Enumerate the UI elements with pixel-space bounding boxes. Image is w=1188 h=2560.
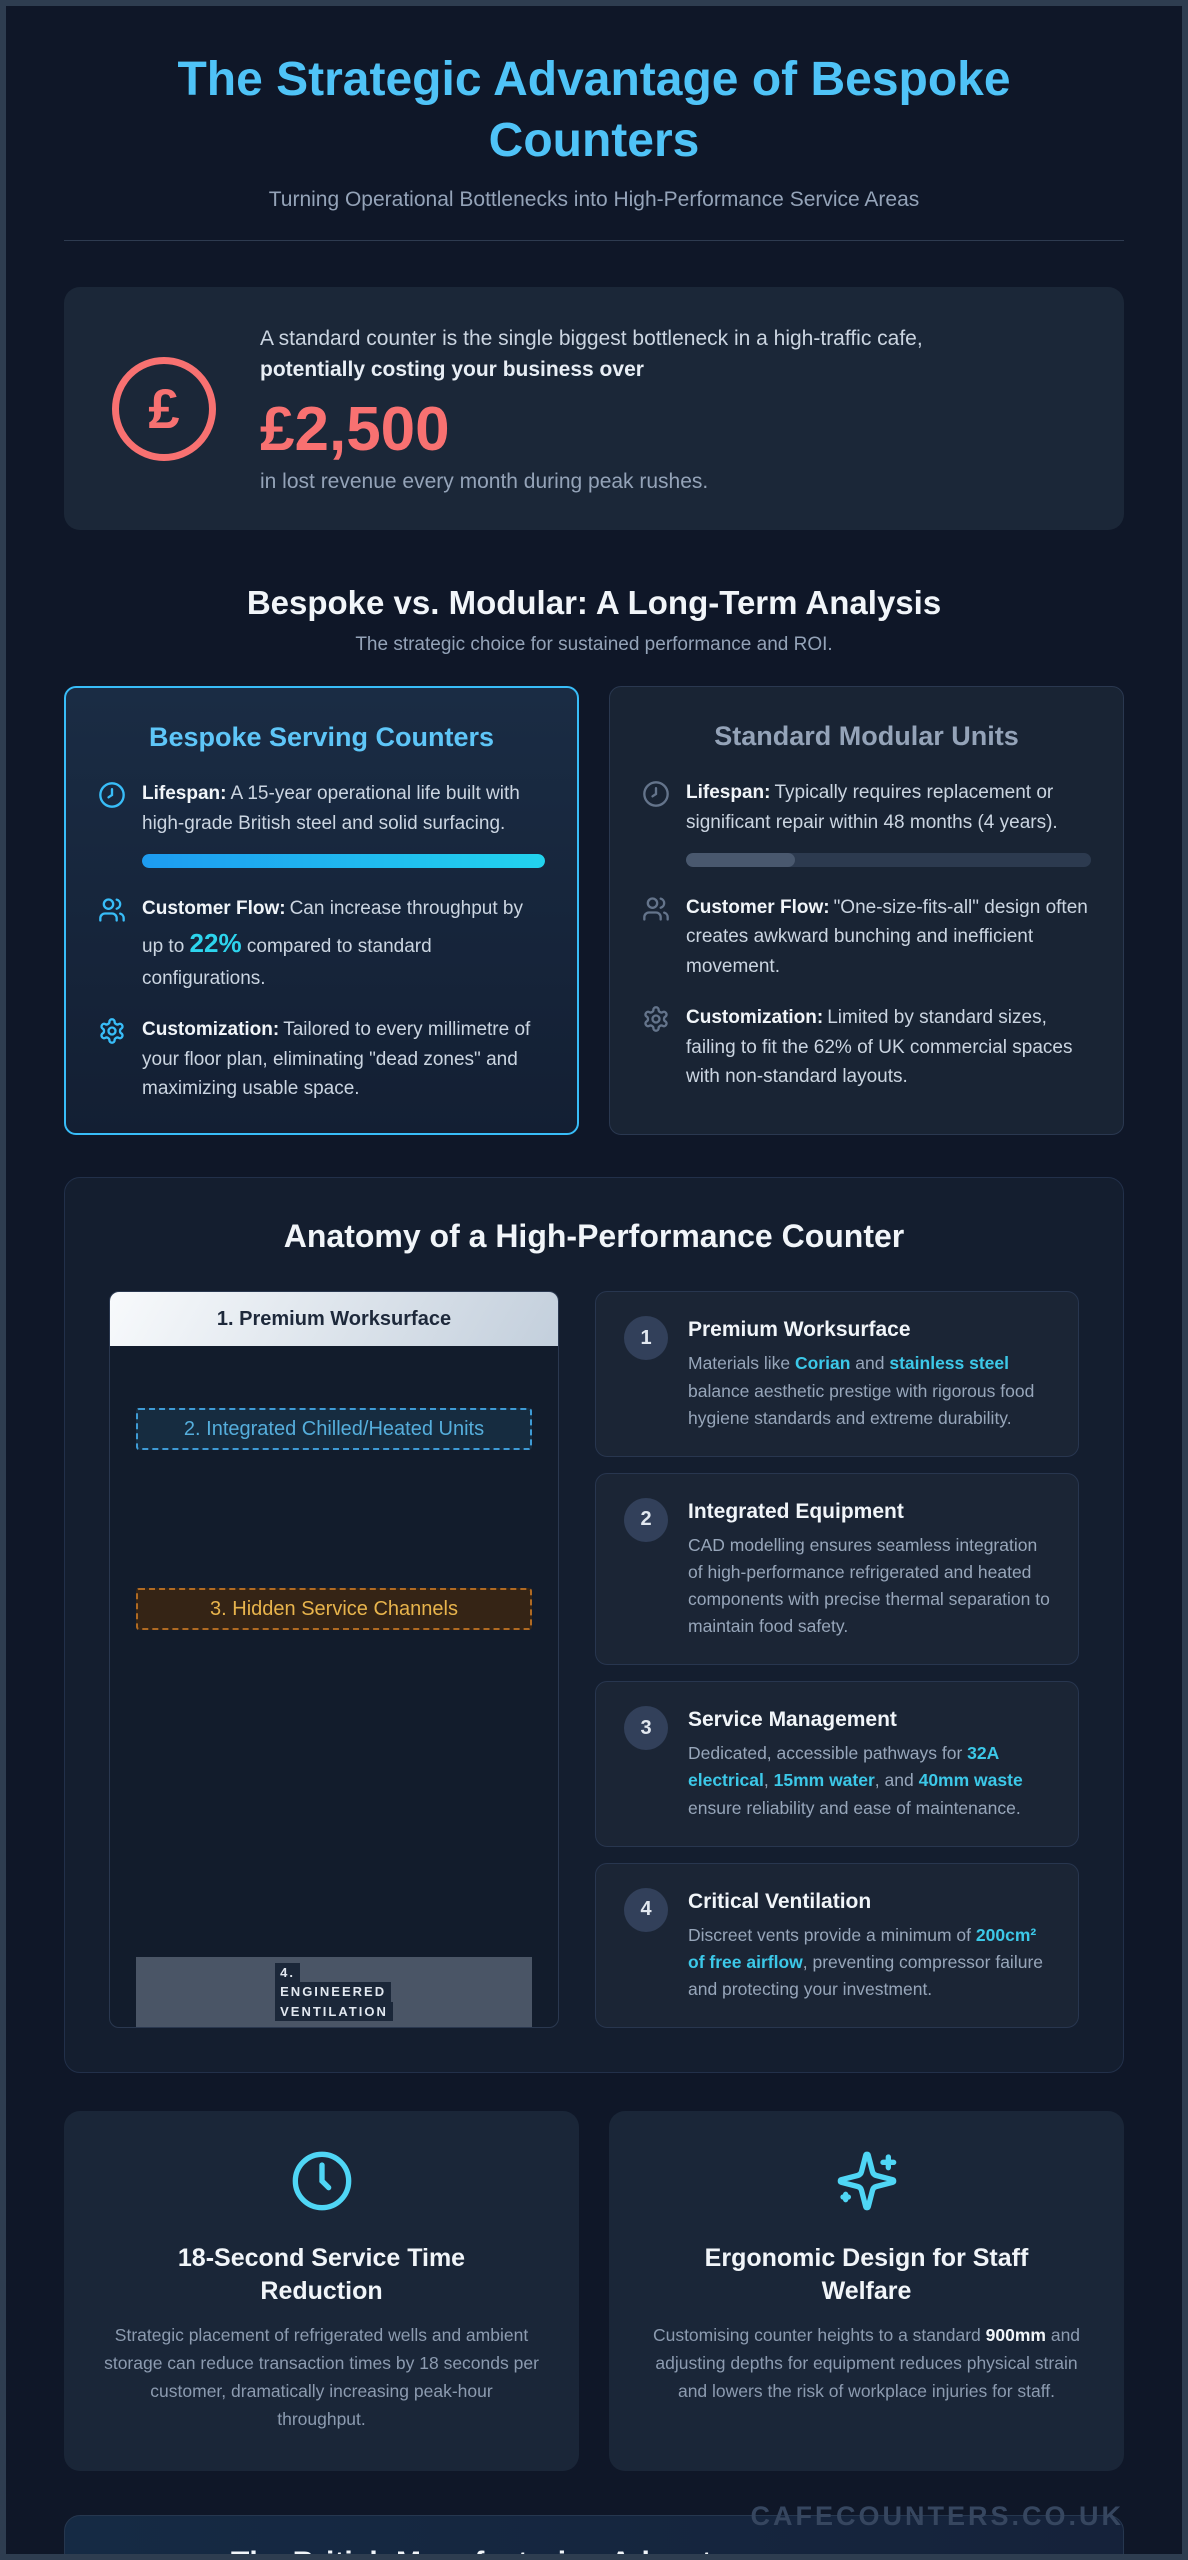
bespoke-customization-text: Customization: Tailored to every millimet… bbox=[142, 1015, 545, 1103]
modular-flow-item: Customer Flow: "One-size-fits-all" design… bbox=[642, 893, 1091, 981]
item-body: A 15-year operational life built with hi… bbox=[142, 783, 520, 834]
step-body: CAD modelling ensures seamless integrati… bbox=[688, 1534, 1050, 1637]
brand-watermark: CAFECOUNTERS.CO.UK bbox=[750, 2501, 1124, 2531]
item-label: Customization: bbox=[686, 1007, 824, 1029]
pound-glyph: £ bbox=[148, 377, 180, 440]
page-subtitle: Turning Operational Bottlenecks into Hig… bbox=[268, 187, 920, 211]
pound-loss-icon: £ bbox=[112, 356, 216, 461]
step-number-badge: 3 bbox=[624, 1706, 668, 1751]
step-title: Premium Worksurface bbox=[688, 1318, 911, 1342]
modular-customization-text: Customization: Limited by standard sizes,… bbox=[686, 1003, 1091, 1091]
modular-lifespan-bar bbox=[686, 852, 1091, 867]
vent-line: VENTILATION bbox=[275, 2001, 393, 2022]
diagram-chilled-units: 2. Integrated Chilled/Heated Units bbox=[136, 1408, 532, 1451]
clock-icon bbox=[99, 782, 125, 808]
benefit-title: Ergonomic Design for Staff Welfare bbox=[704, 2244, 1029, 2305]
vent-line: 4. bbox=[275, 1962, 300, 1983]
anatomy-step-2: 2 Integrated Equipment CAD modelling ensu… bbox=[595, 1472, 1079, 1666]
anatomy-section: Anatomy of a High-Performance Counter 1.… bbox=[64, 1177, 1124, 2074]
step-title: Critical Ventilation bbox=[688, 1889, 872, 1913]
ergonomic-card: Ergonomic Design for Staff Welfare Custo… bbox=[609, 2111, 1124, 2472]
diagram-worksurface: 1. Premium Worksurface bbox=[110, 1292, 558, 1347]
anatomy-heading: Anatomy of a High-Performance Counter bbox=[283, 1218, 905, 1255]
ventilation-label: 4. ENGINEERED VENTILATION bbox=[275, 1962, 393, 2022]
revenue-loss-callout: £ A standard counter is the single bigge… bbox=[64, 286, 1124, 531]
bespoke-lifespan-fill bbox=[142, 853, 545, 868]
users-icon bbox=[643, 897, 669, 921]
step-title: Integrated Equipment bbox=[688, 1499, 904, 1523]
item-label: Lifespan: bbox=[686, 782, 771, 804]
item-body: Typically requires replacement or signif… bbox=[686, 782, 1058, 833]
advantage-title: The British Manufacturing Advantage bbox=[231, 2546, 1077, 2554]
step-body: Dedicated, accessible pathways for 32A e… bbox=[688, 1743, 1023, 1818]
comparison-subheading: The strategic choice for sustained perfo… bbox=[355, 634, 833, 656]
modular-card-title: Standard Modular Units bbox=[714, 721, 1019, 752]
item-body: Can increase throughput by up to 22% com… bbox=[142, 897, 523, 989]
page-title: The Strategic Advantage of Bespoke Count… bbox=[177, 53, 1011, 167]
bespoke-card: Bespoke Serving Counters Lifespan: A 15-y… bbox=[64, 686, 579, 1136]
callout-intro: A standard counter is the single biggest… bbox=[260, 323, 923, 386]
benefit-body: Customising counter heights to a standar… bbox=[652, 2325, 1081, 2402]
gear-icon bbox=[100, 1018, 124, 1044]
anatomy-step-3: 3 Service Management Dedicated, accessibl… bbox=[595, 1681, 1079, 1847]
item-body: Limited by standard sizes, failing to fi… bbox=[686, 1007, 1073, 1088]
gear-icon bbox=[644, 1006, 668, 1033]
modular-lifespan-fill bbox=[686, 852, 796, 867]
users-icon bbox=[99, 898, 125, 922]
vent-line: ENGINEERED bbox=[275, 1982, 392, 2002]
benefit-body: Strategic placement of refrigerated well… bbox=[104, 2325, 539, 2430]
step-number-badge: 2 bbox=[624, 1497, 668, 1542]
callout-caption: in lost revenue every month during peak … bbox=[260, 470, 709, 494]
bespoke-flow-item: Customer Flow: Can increase throughput by… bbox=[98, 894, 545, 993]
bespoke-card-title: Bespoke Serving Counters bbox=[148, 722, 495, 753]
step-title: Service Management bbox=[688, 1708, 897, 1732]
item-label: Customer Flow: bbox=[142, 897, 286, 919]
bespoke-customization-item: Customization: Tailored to every millimet… bbox=[98, 1015, 545, 1103]
lost-revenue-amount: £2,500 bbox=[260, 394, 450, 464]
british-advantage-card: The British Manufacturing Advantage Our … bbox=[64, 2515, 1124, 2554]
anatomy-steps: 1 Premium Worksurface Materials like Cori… bbox=[595, 1291, 1079, 2029]
step-number-badge: 1 bbox=[624, 1316, 668, 1361]
benefit-title: 18-Second Service Time Reduction bbox=[177, 2244, 466, 2305]
sparkles-icon bbox=[837, 2151, 896, 2211]
bespoke-lifespan-item: Lifespan: A 15-year operational life buil… bbox=[98, 779, 545, 872]
modular-lifespan-item: Lifespan: Typically requires replacement … bbox=[642, 778, 1091, 871]
step-body: Discreet vents provide a minimum of 200c… bbox=[688, 1924, 1043, 1999]
step-body: Materials like Corian and stainless stee… bbox=[688, 1353, 1035, 1428]
anatomy-step-1: 1 Premium Worksurface Materials like Cori… bbox=[595, 1291, 1079, 1457]
diagram-ventilation-bar: 4. ENGINEERED VENTILATION bbox=[136, 1957, 532, 2028]
item-label: Lifespan: bbox=[142, 783, 227, 805]
anatomy-step-4: 4 Critical Ventilation Discreet vents pro… bbox=[595, 1862, 1079, 2029]
comparison-cards: Bespoke Serving Counters Lifespan: A 15-y… bbox=[64, 686, 1124, 1136]
comparison-heading: Bespoke vs. Modular: A Long-Term Analysi… bbox=[246, 584, 942, 622]
clock-icon bbox=[643, 781, 669, 807]
bespoke-lifespan-text: Lifespan: A 15-year operational life buil… bbox=[142, 779, 545, 838]
service-time-card: 18-Second Service Time Reduction Strateg… bbox=[64, 2111, 579, 2472]
item-label: Customization: bbox=[142, 1019, 280, 1041]
item-body: Tailored to every millimetre of your flo… bbox=[142, 1019, 531, 1100]
bespoke-lifespan-bar bbox=[142, 853, 545, 868]
callout-intro-bold: potentially costing your business over bbox=[260, 358, 644, 382]
clock-icon bbox=[292, 2151, 351, 2211]
divider bbox=[64, 239, 1124, 241]
item-label: Customer Flow: bbox=[686, 896, 830, 918]
step-number-badge: 4 bbox=[624, 1887, 668, 1932]
revenue-loss-text: A standard counter is the single biggest… bbox=[260, 323, 923, 494]
benefit-cards: 18-Second Service Time Reduction Strateg… bbox=[64, 2111, 1124, 2472]
modular-flow-text: Customer Flow: "One-size-fits-all" design… bbox=[686, 893, 1091, 981]
modular-customization-item: Customization: Limited by standard sizes,… bbox=[642, 1003, 1091, 1091]
modular-lifespan-text: Lifespan: Typically requires replacement … bbox=[686, 778, 1091, 837]
bespoke-flow-text: Customer Flow: Can increase throughput by… bbox=[142, 894, 545, 993]
modular-card: Standard Modular Units Lifespan: Typicall… bbox=[609, 686, 1124, 1136]
diagram-service-channels: 3. Hidden Service Channels bbox=[136, 1588, 532, 1631]
item-body: "One-size-fits-all" design often creates… bbox=[686, 896, 1088, 977]
counter-diagram: 1. Premium Worksurface 2. Integrated Chi… bbox=[109, 1291, 559, 2029]
callout-intro-normal: A standard counter is the single biggest… bbox=[260, 326, 923, 350]
diagram-body: 2. Integrated Chilled/Heated Units 3. Hi… bbox=[110, 1346, 558, 2028]
